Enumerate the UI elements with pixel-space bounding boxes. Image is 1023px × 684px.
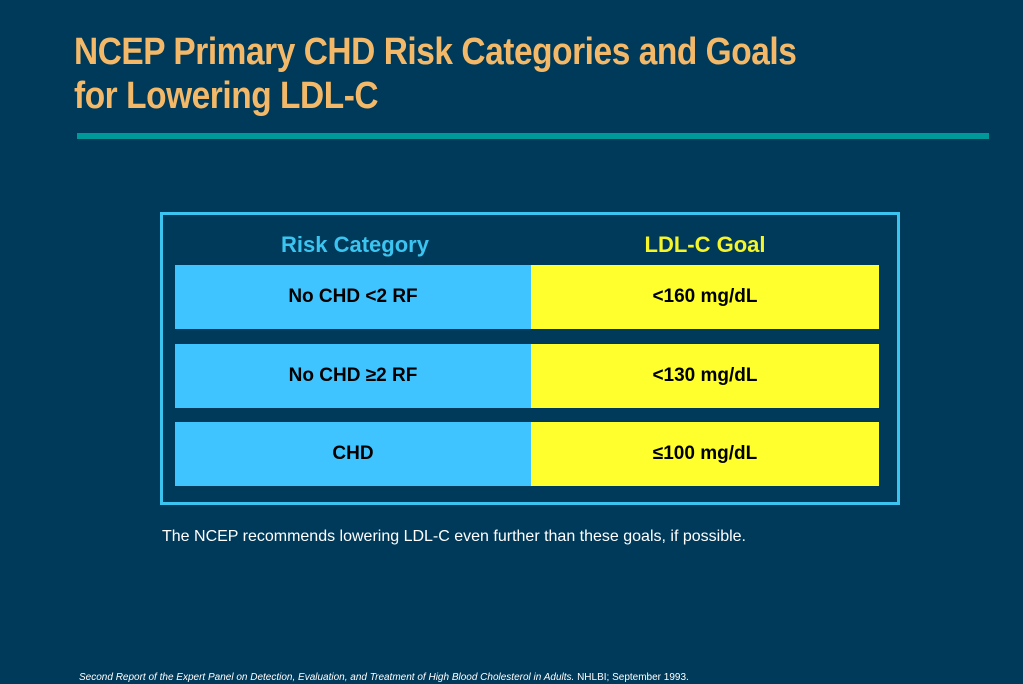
risk-category-header: Risk Category (281, 232, 429, 257)
risk-category-cell: CHD (175, 422, 531, 486)
ldl-goal-cell: ≤100 mg/dL (531, 422, 879, 486)
risk-category-cell: No CHD <2 RF (175, 265, 531, 329)
table-row: No CHD <2 RF <160 mg/dL (175, 265, 879, 329)
table-frame (160, 212, 900, 505)
ldl-goal-header: LDL-C Goal (644, 232, 766, 257)
ldl-goal-cell: <130 mg/dL (531, 344, 879, 408)
table-row: CHD ≤100 mg/dL (175, 422, 879, 486)
title-divider (77, 133, 989, 139)
source-citation-publisher: NHLBI; September 1993. (574, 672, 689, 683)
footnote: The NCEP recommends lowering LDL-C even … (162, 528, 746, 545)
slide-title: NCEP Primary CHD Risk Categories and Goa… (74, 30, 797, 118)
ldl-goal-cell: <160 mg/dL (531, 265, 879, 329)
risk-category-cell: No CHD ≥2 RF (175, 344, 531, 408)
source-citation: Second Report of the Expert Panel on Det… (79, 672, 689, 684)
slide-title-line-1: NCEP Primary CHD Risk Categories and Goa… (74, 31, 797, 73)
source-citation-title: Second Report of the Expert Panel on Det… (79, 672, 575, 683)
slide-title-line-2: for Lowering LDL-C (74, 75, 379, 117)
table-row: No CHD ≥2 RF <130 mg/dL (175, 344, 879, 408)
